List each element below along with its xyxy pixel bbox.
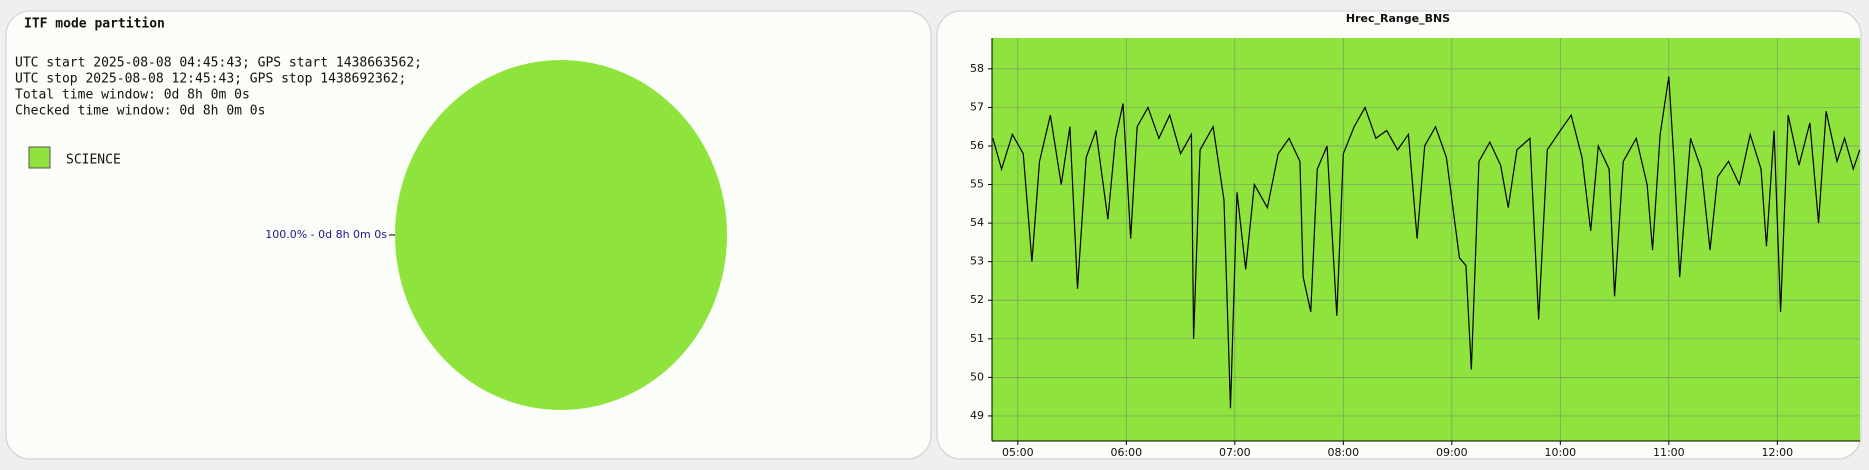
x-tick-label: 09:00 [1436,446,1468,459]
y-tick-label: 57 [970,100,984,113]
x-tick-label: 07:00 [1219,446,1251,459]
x-tick-label: 08:00 [1327,446,1359,459]
plot-area [992,38,1860,441]
info-line: Total time window: 0d 8h 0m 0s [15,88,250,103]
y-tick-label: 49 [970,409,984,422]
y-tick-label: 51 [970,332,984,345]
y-tick-label: 55 [970,178,984,191]
pie-slice [395,60,727,410]
x-tick-label: 10:00 [1544,446,1576,459]
x-tick-label: 11:00 [1653,446,1685,459]
info-line: UTC stop 2025-08-08 12:45:43; GPS stop 1… [15,72,406,87]
y-tick-label: 50 [970,370,984,383]
y-tick-label: 54 [970,216,984,229]
chart-title: Hrec_Range_BNS [1346,12,1450,25]
slice-label: 100.0% - 0d 8h 0m 0s [265,228,387,241]
panel-title: ITF mode partition [24,17,165,32]
legend-swatch [28,146,51,169]
x-tick-label: 05:00 [1002,446,1034,459]
x-tick-label: 12:00 [1761,446,1793,459]
x-tick-label: 06:00 [1110,446,1142,459]
info-line: Checked time window: 0d 8h 0m 0s [15,104,265,119]
data-line [992,76,1861,409]
info-line: UTC start 2025-08-08 04:45:43; GPS start… [15,56,422,71]
y-tick-label: 53 [970,255,984,268]
y-tick-label: 56 [970,139,984,152]
y-tick-label: 52 [970,293,984,306]
legend-label: SCIENCE [66,153,121,168]
y-tick-label: 58 [970,62,984,75]
